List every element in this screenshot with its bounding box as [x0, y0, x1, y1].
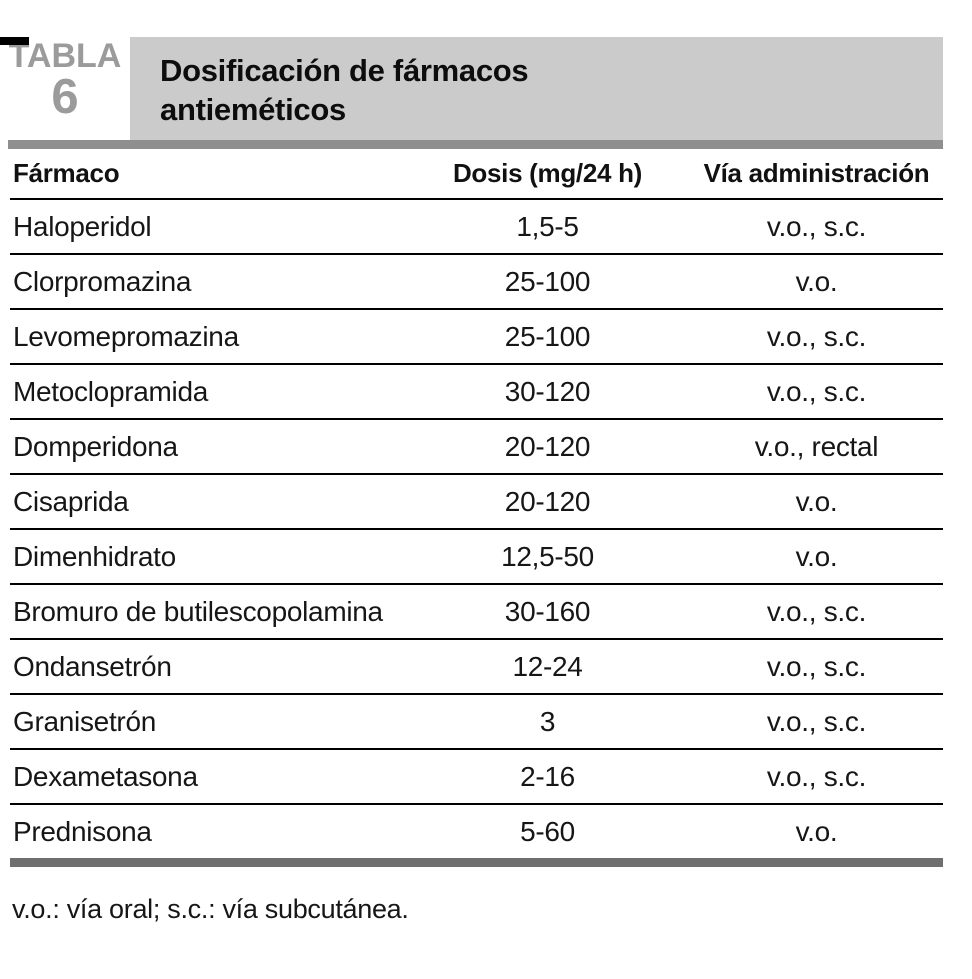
dose-cell: 3	[539, 705, 556, 737]
table-row: Clorpromazina 25-100 v.o.	[10, 255, 943, 310]
route-cell: v.o., s.c.	[766, 705, 867, 737]
table-row: Dexametasona 2-16 v.o., s.c.	[10, 750, 943, 805]
column-header-farmaco: Fármaco	[13, 158, 120, 188]
dose-cell: 12-24	[512, 650, 583, 682]
route-cell: v.o., s.c.	[766, 210, 867, 242]
drug-name-cell: Prednisona	[13, 815, 152, 847]
table-row: Haloperidol 1,5-5 v.o., s.c.	[10, 200, 943, 255]
drug-name-cell: Levomepromazina	[13, 320, 239, 352]
dose-cell: 5-60	[520, 815, 575, 847]
route-cell: v.o.	[795, 815, 838, 847]
table-column-headers: Fármaco Dosis (mg/24 h) Vía administraci…	[10, 149, 943, 200]
drug-name-cell: Cisaprida	[13, 485, 129, 517]
top-rule	[8, 140, 943, 149]
table-row: Prednisona 5-60 v.o.	[10, 805, 943, 858]
table-row: Dimenhidrato 12,5-50 v.o.	[10, 530, 943, 585]
dose-cell: 30-160	[504, 595, 591, 627]
dose-cell: 20-120	[504, 430, 591, 462]
table-row: Metoclopramida 30-120 v.o., s.c.	[10, 365, 943, 420]
table-row: Granisetrón 3 v.o., s.c.	[10, 695, 943, 750]
dose-cell: 1,5-5	[516, 210, 579, 242]
column-header-dosis: Dosis (mg/24 h)	[452, 158, 643, 188]
bottom-rule	[10, 858, 943, 867]
drug-name-cell: Haloperidol	[13, 210, 152, 242]
drug-dosage-table: Fármaco Dosis (mg/24 h) Vía administraci…	[10, 149, 943, 858]
table-number: 6	[51, 70, 79, 124]
column-header-via: Vía administración	[703, 158, 930, 188]
table-row: Domperidona 20-120 v.o., rectal	[10, 420, 943, 475]
route-cell: v.o.	[795, 485, 838, 517]
route-cell: v.o.	[795, 265, 838, 297]
table-title-line1: Dosificación de fármacos	[160, 53, 529, 88]
table-header-band: TABLA 6 Dosificación de fármacos antiemé…	[0, 37, 972, 140]
title-bar: Dosificación de fármacos antieméticos	[130, 37, 943, 140]
drug-name-cell: Clorpromazina	[13, 265, 192, 297]
table-label-block: TABLA 6	[0, 37, 130, 140]
drug-name-cell: Dexametasona	[13, 760, 198, 792]
route-cell: v.o., s.c.	[766, 320, 867, 352]
footnote: v.o.: vía oral; s.c.: vía subcutánea.	[12, 894, 409, 924]
drug-name-cell: Metoclopramida	[13, 375, 208, 407]
dose-cell: 12,5-50	[501, 540, 594, 572]
route-cell: v.o., s.c.	[766, 375, 867, 407]
route-cell: v.o.	[795, 540, 838, 572]
table-row: Bromuro de butilescopolamina 30-160 v.o.…	[10, 585, 943, 640]
drug-name-cell: Granisetrón	[13, 705, 156, 737]
drug-name-cell: Ondansetrón	[13, 650, 172, 682]
dose-cell: 2-16	[520, 760, 575, 792]
table-title-line2: antieméticos	[160, 92, 346, 127]
page-corner-mark	[0, 37, 29, 45]
drug-name-cell: Domperidona	[13, 430, 178, 462]
table-row: Cisaprida 20-120 v.o.	[10, 475, 943, 530]
drug-name-cell: Dimenhidrato	[13, 540, 176, 572]
dose-cell: 30-120	[504, 375, 591, 407]
route-cell: v.o., rectal	[754, 430, 879, 462]
route-cell: v.o., s.c.	[766, 595, 867, 627]
table-row: Ondansetrón 12-24 v.o., s.c.	[10, 640, 943, 695]
dose-cell: 25-100	[504, 265, 591, 297]
table-body: Haloperidol 1,5-5 v.o., s.c. Clorpromazi…	[10, 200, 943, 858]
drug-name-cell: Bromuro de butilescopolamina	[13, 595, 383, 627]
dose-cell: 25-100	[504, 320, 591, 352]
dose-cell: 20-120	[504, 485, 591, 517]
route-cell: v.o., s.c.	[766, 650, 867, 682]
table-row: Levomepromazina 25-100 v.o., s.c.	[10, 310, 943, 365]
route-cell: v.o., s.c.	[766, 760, 867, 792]
